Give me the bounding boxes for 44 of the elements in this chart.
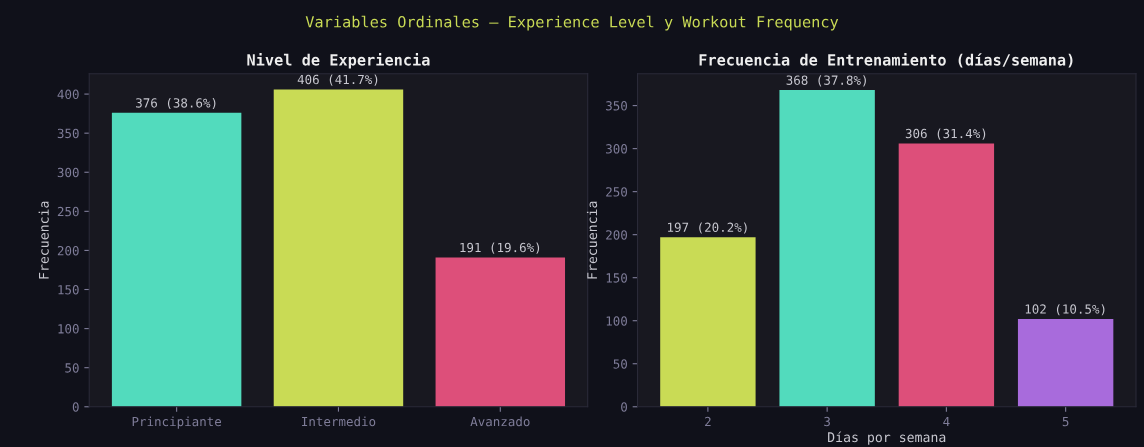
data-label: 306 (31.4%) xyxy=(905,128,986,140)
y-tick-label: 100 xyxy=(58,324,79,334)
y-tick-label: 200 xyxy=(606,230,627,240)
data-label: 376 (38.6%) xyxy=(136,97,216,110)
y-tick-label: 250 xyxy=(606,187,627,197)
y-tick-label: 300 xyxy=(606,144,627,154)
x-tick-label: 2 xyxy=(705,416,711,427)
x-tick-label: 3 xyxy=(824,416,830,427)
text: Variables Ordinales — Experience Level y Workout Frequency xyxy=(305,15,839,31)
y-tick-label: 50 xyxy=(613,359,627,369)
y-tick-label: 350 xyxy=(57,128,79,139)
y-tick-label: 0 xyxy=(621,402,627,412)
chart-title: Frecuencia de Entrenamiento (días/semana) xyxy=(699,53,1073,68)
bar xyxy=(779,90,875,407)
chart-title: Nivel de Experiencia xyxy=(247,53,430,69)
bar xyxy=(898,143,995,407)
y-tick-label: 200 xyxy=(57,245,79,256)
y-tick-label: 150 xyxy=(58,285,79,295)
data-label: 197 (20.2%) xyxy=(668,222,747,234)
data-label: 102 (10.5%) xyxy=(1025,304,1105,316)
y-tick-label: 350 xyxy=(606,101,627,111)
y-tick-label: 0 xyxy=(72,402,79,412)
data-label: 406 (41.7%) xyxy=(297,74,378,86)
x-tick-label: Principiante xyxy=(132,416,222,429)
data-label: 191 (19.6%) xyxy=(460,242,540,254)
bar xyxy=(1017,319,1114,407)
y-tick-label: 50 xyxy=(65,363,79,373)
y-tick-label: 400 xyxy=(57,89,79,100)
x-axis-title: Días por semana xyxy=(828,431,946,445)
bar xyxy=(111,112,242,407)
bar xyxy=(660,237,756,407)
x-tick-label: 5 xyxy=(1062,416,1069,427)
data-label: 368 (37.8%) xyxy=(786,75,866,87)
y-axis-title: Frecuencia xyxy=(586,201,598,279)
x-tick-label: 4 xyxy=(943,416,950,427)
y-tick-label: 100 xyxy=(606,316,627,326)
x-tick-label: Intermedio xyxy=(302,416,376,427)
y-tick-label: 150 xyxy=(606,273,627,283)
bar xyxy=(273,89,404,407)
y-tick-label: 300 xyxy=(57,167,79,178)
bar xyxy=(435,257,566,407)
y-tick-label: 250 xyxy=(57,206,79,217)
y-axis-title: Frecuencia xyxy=(38,201,49,279)
x-tick-label: Avanzado xyxy=(470,416,530,427)
